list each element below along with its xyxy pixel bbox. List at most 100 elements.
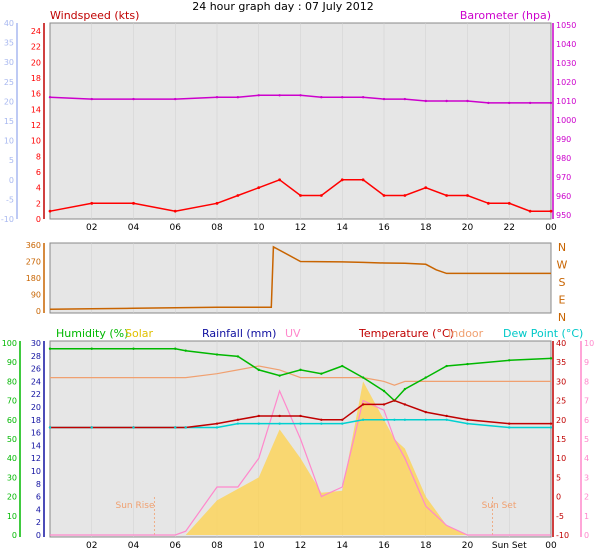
x-tick-label: 16: [378, 223, 390, 233]
panel1-series: [48, 23, 553, 219]
panel1-right-ticks: 1050 1040 1030 1020 1010 1000 990 980 970 960 950: [556, 21, 576, 220]
wind-inner-tick: 8: [36, 152, 41, 161]
humidity-point: [508, 359, 511, 362]
windspeed-point: [424, 186, 428, 190]
humidity-point: [466, 362, 469, 366]
dew-point: [403, 418, 407, 421]
temp-point: [299, 414, 302, 418]
rainfall-tick: 24: [31, 377, 41, 386]
temperature-tick: 30: [556, 377, 566, 386]
barometer-point: [48, 96, 52, 99]
humidity-tick: 20: [7, 493, 17, 502]
barometer-point: [466, 99, 469, 103]
baro-tick: 1020: [556, 78, 576, 87]
panel2-ticks: 360 270 180 90 0: [26, 241, 41, 316]
x-tick-label: 06: [170, 541, 182, 551]
panel1-x-ticks: 02 04 06 08 10 12 14 16 18 20 22 00: [86, 223, 557, 233]
temperature-tick: -5: [556, 512, 564, 521]
baro-tick: 990: [556, 135, 571, 144]
compass-label: N: [558, 311, 566, 324]
windspeed-label: Windspeed (kts): [50, 9, 139, 22]
windspeed-point: [319, 194, 323, 197]
dew-point: [393, 418, 396, 421]
dew-point: [424, 418, 427, 421]
solar-series-area: [50, 381, 551, 535]
x-tick-label: 02: [86, 541, 97, 551]
temperature-tick: 35: [556, 358, 566, 367]
rainfall-tick: 6: [36, 493, 41, 502]
x-tick-label: 20: [462, 541, 474, 551]
humidity-point: [90, 347, 93, 350]
windspeed-point: [549, 209, 553, 213]
rainfall-label: Rainfall (mm): [202, 327, 276, 340]
wind-inner-tick: 4: [36, 184, 41, 193]
temp-point: [549, 422, 553, 425]
humidity-point: [424, 376, 427, 379]
rainfall-tick: 26: [31, 365, 41, 374]
barometer-point: [174, 97, 177, 101]
windspeed-point: [403, 194, 407, 197]
dew-point: [184, 426, 187, 429]
x-tick-label: 04: [128, 223, 140, 233]
temp-point: [393, 399, 396, 402]
humidity-tick: 100: [2, 339, 17, 348]
x-tick-label: 06: [170, 223, 182, 233]
baro-tick: 1030: [556, 59, 576, 68]
panel3-ticks: 1009080706050403020100302826242220181614…: [2, 339, 594, 540]
baro-tick: 1040: [556, 40, 576, 49]
temp-point: [445, 414, 448, 418]
humidity-tick: 40: [7, 454, 17, 463]
direction-series-line: [49, 245, 551, 310]
uv-tick: 1: [584, 512, 589, 521]
compass-label: W: [557, 259, 568, 272]
dew-point: [236, 422, 240, 425]
barometer-point: [403, 97, 407, 101]
humidity-tick: 10: [7, 512, 17, 521]
barometer-point: [236, 96, 240, 99]
baro-tick: 1000: [556, 116, 576, 125]
dew-point: [361, 418, 365, 421]
x-tick-label: 00: [545, 541, 557, 551]
wind-outer-tick: 25: [4, 78, 14, 87]
rainfall-tick: 14: [31, 441, 41, 450]
barometer-point: [257, 94, 260, 97]
humidity-point: [215, 353, 219, 356]
wind-outer-tick: 5: [9, 156, 14, 165]
humidity-point: [382, 389, 386, 393]
windspeed-point: [340, 178, 344, 182]
dew-point: [466, 422, 469, 425]
x-tick-label: 02: [86, 223, 97, 233]
uv-label: UV: [285, 327, 301, 340]
compass-label: E: [559, 294, 566, 307]
rainfall-tick: 18: [31, 416, 41, 425]
uv-tick: 8: [584, 377, 589, 386]
uv-tick: 5: [584, 435, 589, 444]
windspeed-point: [278, 178, 282, 182]
wind-outer-tick: 15: [4, 117, 14, 126]
dew-point: [48, 426, 52, 429]
wind-inner-tick: 14: [31, 105, 41, 114]
panel-temp-humidity: Humidity (%) Solar Rainfall (mm) UV Temp…: [2, 327, 594, 551]
barometer-point: [132, 97, 135, 101]
direction-tick: 270: [26, 258, 41, 267]
x-tick-label: 10: [253, 541, 265, 551]
temp-point: [424, 410, 427, 414]
humidity-tick: 30: [7, 473, 17, 482]
rainfall-tick: 28: [31, 352, 41, 361]
panel1-outer-ticks: 40 35 30 25 20 15 10 5 0 -5 -10: [1, 19, 14, 224]
baro-tick: 970: [556, 173, 571, 182]
temperature-tick: 25: [556, 397, 566, 406]
windspeed-point: [215, 201, 219, 205]
uv-series-line: [50, 389, 551, 536]
humidity-point: [341, 364, 344, 368]
x-tick-label: 18: [420, 541, 432, 551]
temp-point: [236, 418, 240, 421]
dew-point: [445, 418, 448, 421]
humidity-tick: 80: [7, 377, 17, 386]
temperature-tick: 5: [556, 473, 561, 482]
windspeed-point: [173, 209, 177, 213]
barometer-point: [341, 96, 344, 99]
